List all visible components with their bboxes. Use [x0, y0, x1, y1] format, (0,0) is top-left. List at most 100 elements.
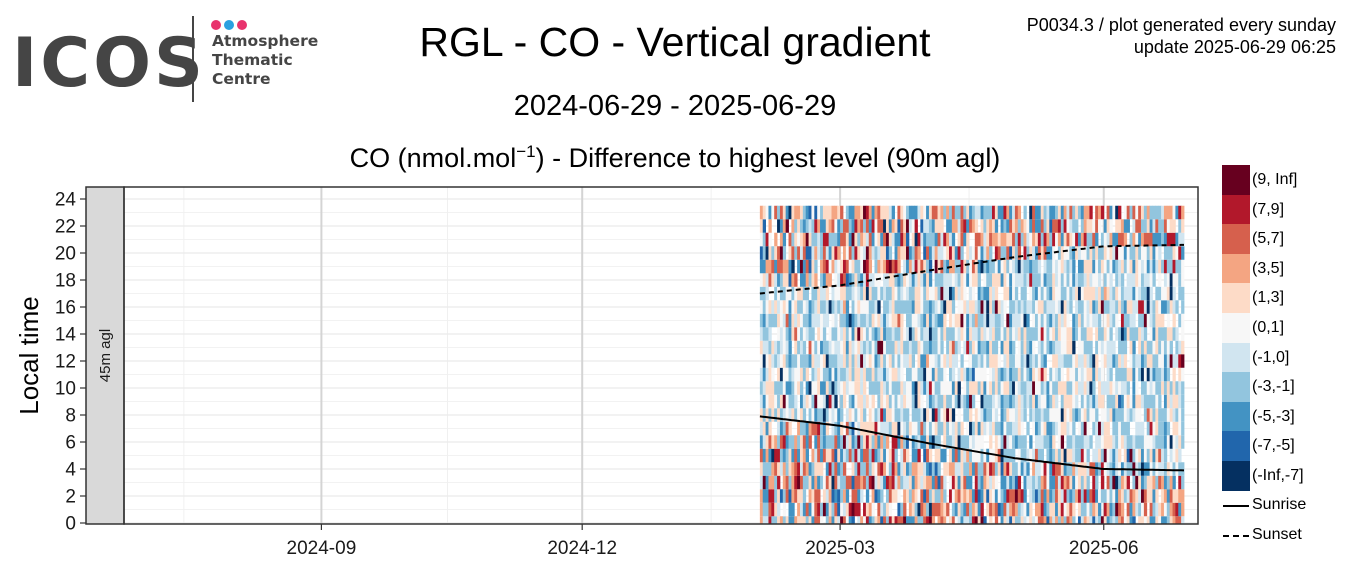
heatmap-cell	[802, 394, 807, 409]
heatmap-cell	[811, 219, 815, 233]
heatmap-cell	[779, 286, 784, 301]
heatmap-cell	[1161, 205, 1165, 220]
heatmap-cell	[1132, 313, 1136, 328]
heatmap-cell	[865, 219, 870, 233]
heatmap-cell	[825, 516, 830, 524]
heatmap-cell	[1057, 313, 1062, 328]
legend-label: (9, Inf]	[1252, 171, 1298, 188]
heatmap-cell	[960, 367, 964, 382]
heatmap-cell	[917, 448, 921, 463]
heatmap-cell	[1069, 489, 1073, 503]
heatmap-cell	[1169, 489, 1173, 503]
heatmap-cell	[920, 327, 924, 341]
heatmap-cell	[969, 327, 973, 341]
heatmap-cell	[831, 259, 835, 274]
heatmap-cell	[820, 408, 824, 422]
heatmap-cell	[1141, 246, 1145, 260]
heatmap-cell	[799, 273, 804, 287]
heatmap-cell	[934, 354, 938, 368]
heatmap-cell	[845, 367, 850, 382]
heatmap-cell	[808, 421, 812, 436]
heatmap-cell	[1040, 354, 1044, 368]
heatmap-cell	[1129, 354, 1133, 368]
heatmap-cell	[1083, 286, 1087, 301]
heatmap-cell	[799, 394, 804, 409]
heatmap-cell	[911, 435, 916, 449]
heatmap-cell	[1169, 394, 1173, 409]
heatmap-cell	[1009, 408, 1013, 422]
heatmap-cell	[906, 421, 910, 436]
heatmap-cell	[963, 219, 967, 233]
heatmap-cells	[759, 205, 1185, 524]
heatmap-cell	[986, 502, 990, 517]
heatmap-cell	[1178, 219, 1182, 233]
heatmap-cell	[931, 219, 936, 233]
heatmap-cell	[934, 327, 938, 341]
heatmap-cell	[977, 421, 981, 436]
heatmap-cell	[951, 502, 956, 517]
heatmap-cell	[1106, 259, 1110, 274]
heatmap-cell	[1003, 367, 1007, 382]
heatmap-cell	[871, 354, 875, 368]
heatmap-cell	[891, 516, 895, 524]
date-range: 2024-06-29 - 2025-06-29	[513, 90, 837, 122]
heatmap-cell	[983, 448, 987, 463]
heatmap-cell	[831, 367, 835, 382]
heatmap-cell	[906, 354, 910, 368]
heatmap-cell	[1055, 232, 1059, 247]
heatmap-cell	[1095, 475, 1099, 490]
heatmap-cell	[868, 381, 873, 395]
heatmap-cell	[954, 516, 959, 524]
heatmap-cell	[980, 381, 984, 395]
heatmap-cell	[854, 205, 858, 220]
heatmap-cell	[1040, 286, 1044, 301]
heatmap-cell	[1080, 273, 1085, 287]
heatmap-cell	[1118, 475, 1122, 490]
heatmap-cell	[857, 246, 861, 260]
heatmap-cell	[928, 502, 933, 517]
heatmap-cell	[811, 448, 815, 463]
heatmap-cell	[828, 259, 832, 274]
heatmap-cell	[969, 259, 973, 274]
heatmap-cell	[768, 205, 772, 220]
heatmap-cell	[1037, 232, 1042, 247]
heatmap-cell	[771, 246, 775, 260]
legend-swatch	[1222, 165, 1250, 195]
heatmap-cell	[768, 394, 772, 409]
heatmap-cell	[885, 219, 890, 233]
heatmap-cell	[868, 327, 873, 341]
heatmap-cell	[1046, 381, 1050, 395]
heatmap-cell	[986, 421, 990, 436]
heatmap-cell	[1083, 489, 1087, 503]
heatmap-cell	[1181, 259, 1185, 274]
heatmap-cell	[834, 421, 838, 436]
heatmap-cell	[911, 421, 916, 436]
heatmap-cell	[1175, 516, 1179, 524]
heatmap-cell	[1158, 286, 1162, 301]
heatmap-cell	[814, 367, 818, 382]
heatmap-cell	[1118, 448, 1122, 463]
heatmap-cell	[857, 259, 861, 274]
heatmap-cell	[1178, 313, 1182, 328]
heatmap-cell	[1040, 205, 1044, 220]
heatmap-cell	[1166, 408, 1171, 422]
heatmap-cell	[1143, 205, 1148, 220]
heatmap-cell	[822, 313, 827, 328]
heatmap-cell	[1069, 448, 1073, 463]
heatmap-cell	[1003, 394, 1007, 409]
heatmap-cell	[1066, 340, 1070, 355]
heatmap-cell	[940, 516, 944, 524]
heatmap-cell	[1129, 286, 1133, 301]
heatmap-cell	[1037, 259, 1042, 274]
heatmap-cell	[986, 246, 990, 260]
heatmap-cell	[854, 259, 858, 274]
heatmap-cell	[1080, 502, 1085, 517]
heatmap-cell	[908, 259, 913, 274]
heatmap-cell	[903, 475, 907, 490]
heatmap-cell	[863, 381, 867, 395]
heatmap-cell	[1066, 219, 1070, 233]
heatmap-cell	[788, 354, 792, 368]
heatmap-cell	[831, 489, 835, 503]
heatmap-cell	[1083, 394, 1087, 409]
heatmap-cell	[883, 354, 887, 368]
